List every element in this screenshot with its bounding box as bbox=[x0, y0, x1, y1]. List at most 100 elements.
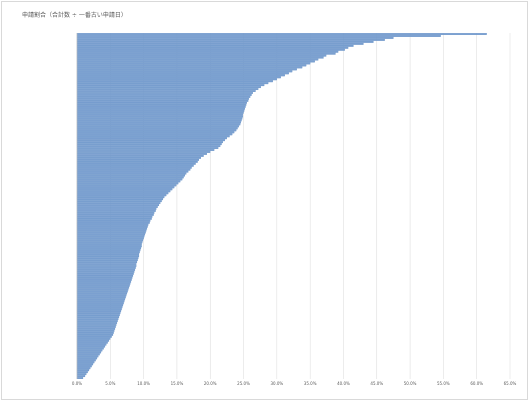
bar bbox=[76, 278, 132, 281]
bar bbox=[76, 78, 277, 81]
bar bbox=[76, 52, 336, 55]
bar bbox=[76, 335, 112, 338]
x-tick-label: 40.0% bbox=[337, 381, 350, 386]
bar bbox=[76, 137, 227, 140]
bar bbox=[76, 253, 140, 256]
bar bbox=[76, 74, 285, 77]
bar bbox=[76, 221, 150, 224]
bar bbox=[76, 353, 100, 356]
x-tick-label: 30.0% bbox=[270, 381, 283, 386]
bar bbox=[76, 76, 281, 79]
bar bbox=[76, 94, 252, 96]
bar bbox=[76, 170, 189, 173]
bar bbox=[76, 337, 111, 340]
x-tick-label: 65.0% bbox=[504, 381, 517, 386]
bar bbox=[76, 196, 165, 199]
bar bbox=[76, 211, 155, 214]
bar bbox=[76, 316, 120, 319]
bar bbox=[76, 182, 179, 185]
bar bbox=[76, 304, 124, 307]
bar bbox=[76, 280, 132, 283]
bar bbox=[76, 139, 225, 142]
bar bbox=[76, 349, 103, 352]
bar bbox=[76, 44, 354, 47]
bar bbox=[76, 367, 91, 370]
bar bbox=[76, 147, 219, 149]
bar bbox=[76, 129, 237, 132]
bar bbox=[76, 296, 126, 299]
bar bbox=[76, 206, 158, 208]
bar bbox=[76, 361, 95, 364]
bar bbox=[76, 90, 256, 92]
bar bbox=[76, 243, 142, 246]
bar bbox=[76, 172, 187, 175]
bar bbox=[76, 318, 119, 321]
bar bbox=[76, 310, 122, 313]
bar bbox=[76, 231, 146, 234]
bar bbox=[76, 241, 143, 244]
x-tick-label: 20.0% bbox=[204, 381, 217, 386]
bar bbox=[76, 245, 142, 248]
bar bbox=[76, 286, 130, 289]
bar bbox=[76, 117, 243, 120]
bar bbox=[76, 341, 108, 344]
bar bbox=[76, 208, 157, 210]
bar bbox=[76, 46, 349, 49]
bar bbox=[76, 225, 148, 228]
bar bbox=[76, 235, 145, 238]
bar bbox=[76, 359, 96, 362]
bar bbox=[76, 184, 177, 187]
bar bbox=[76, 247, 142, 250]
bar bbox=[76, 174, 186, 177]
bar bbox=[76, 141, 223, 144]
bar bbox=[76, 375, 86, 378]
bar bbox=[76, 324, 117, 326]
bar bbox=[76, 223, 149, 226]
bar bbox=[76, 308, 122, 311]
bar bbox=[76, 373, 87, 376]
bar bbox=[76, 290, 128, 293]
bar bbox=[76, 365, 92, 368]
bar bbox=[76, 42, 364, 45]
bar bbox=[76, 270, 135, 273]
bar bbox=[76, 371, 88, 374]
bar bbox=[76, 272, 134, 275]
bar bbox=[76, 84, 265, 87]
bar bbox=[76, 145, 221, 148]
bar bbox=[76, 269, 136, 271]
bar bbox=[76, 162, 196, 165]
bar bbox=[76, 251, 140, 254]
bar bbox=[76, 355, 99, 358]
bar bbox=[76, 56, 324, 59]
bar bbox=[76, 33, 487, 35]
bar bbox=[76, 331, 114, 334]
bar bbox=[76, 168, 191, 171]
bar bbox=[76, 215, 153, 218]
bar bbox=[76, 80, 273, 83]
x-tick-label: 50.0% bbox=[404, 381, 417, 386]
bar bbox=[76, 115, 243, 118]
bar bbox=[76, 320, 118, 322]
bar bbox=[76, 343, 107, 346]
bar bbox=[76, 166, 192, 169]
bar bbox=[76, 68, 297, 71]
bar bbox=[76, 37, 394, 39]
bar bbox=[76, 322, 118, 324]
bar bbox=[76, 113, 243, 116]
bar bbox=[76, 164, 194, 167]
x-tick-label: 25.0% bbox=[237, 381, 250, 386]
bar bbox=[76, 267, 136, 269]
bar bbox=[76, 101, 247, 104]
x-tick-label: 60.0% bbox=[470, 381, 483, 386]
bar bbox=[76, 50, 339, 53]
bar bbox=[76, 72, 289, 75]
bar bbox=[76, 96, 251, 98]
bar bbox=[76, 292, 128, 295]
bar bbox=[76, 298, 126, 301]
bar bbox=[76, 282, 131, 285]
bar bbox=[76, 40, 374, 43]
bar bbox=[76, 156, 202, 159]
bar bbox=[76, 97, 249, 100]
